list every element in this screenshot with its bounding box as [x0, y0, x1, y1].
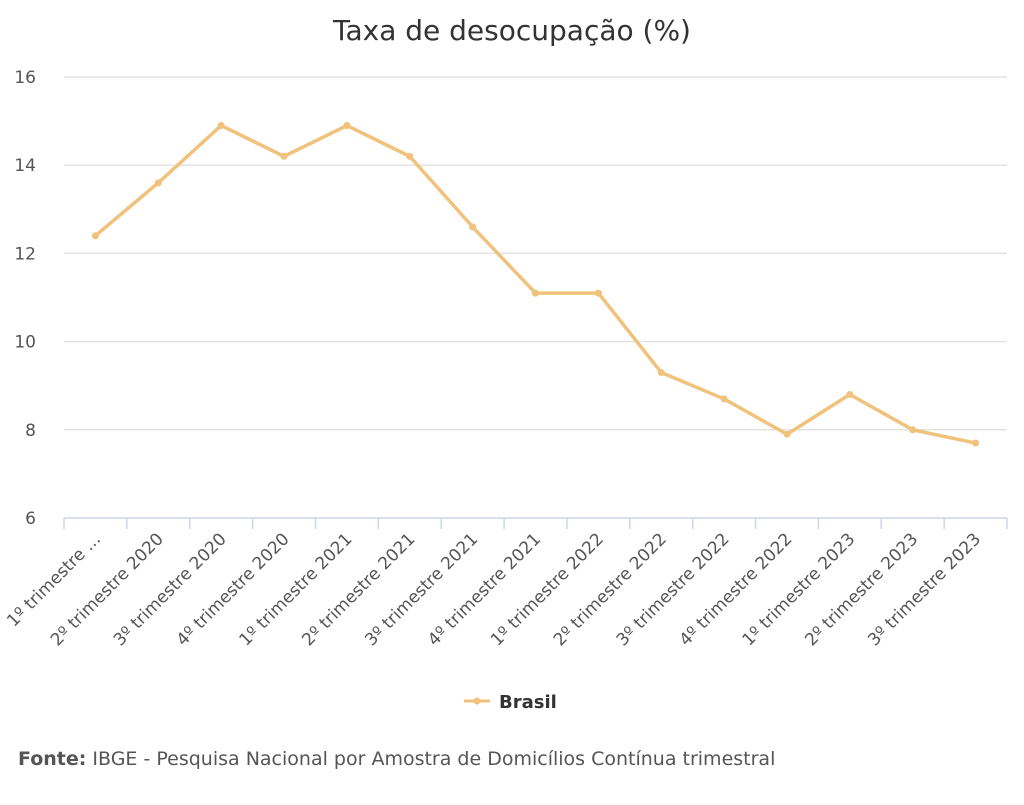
x-tick-label: 3º trimestre 2020 [110, 529, 231, 650]
x-tick-label: 3º trimestre 2021 [361, 529, 482, 650]
data-point[interactable] [594, 289, 602, 297]
source-text: IBGE - Pesquisa Nacional por Amostra de … [86, 748, 776, 770]
x-tick-label: 1º trimestre 2023 [739, 529, 860, 650]
data-point[interactable] [720, 395, 728, 403]
source-note: Fonte: IBGE - Pesquisa Nacional por Amos… [18, 748, 775, 770]
data-point[interactable] [469, 223, 477, 231]
x-tick-label: 4º trimestre 2021 [424, 529, 545, 650]
line-chart: Taxa de desocupação (%) 6 8 10 12 14 16 1º tr… [3, 14, 1008, 713]
x-tick-label: 3º trimestre 2023 [864, 529, 985, 650]
data-point[interactable] [343, 122, 351, 130]
data-point[interactable] [532, 289, 539, 297]
data-point[interactable] [846, 391, 854, 399]
x-tick-label: 4º trimestre 2022 [676, 529, 797, 650]
y-tick-label: 10 [14, 333, 36, 353]
y-tick-label: 14 [14, 156, 36, 176]
data-point[interactable] [972, 439, 980, 447]
y-tick-label: 8 [25, 421, 36, 441]
x-tick-label: 2º trimestre 2021 [298, 529, 419, 650]
data-point[interactable] [783, 430, 791, 438]
y-tick-label: 6 [25, 509, 36, 529]
y-tick-label: 16 [14, 68, 36, 88]
legend-item-brasil[interactable]: Brasil [499, 692, 557, 713]
series-line [93, 123, 978, 445]
data-point[interactable] [217, 122, 225, 130]
legend-marker-symbol [473, 697, 481, 705]
data-point[interactable] [154, 179, 162, 187]
data-point[interactable] [280, 152, 288, 160]
x-tick-label: 3º trimestre 2022 [613, 529, 734, 650]
x-tick-label: 2º trimestre 2023 [801, 529, 922, 650]
x-tick-label: 2º trimestre 2020 [47, 529, 168, 650]
x-tick-label: 4º trimestre 2020 [173, 529, 294, 650]
data-point[interactable] [406, 152, 414, 160]
y-tick-label: 12 [14, 244, 36, 264]
data-point[interactable] [657, 368, 665, 376]
source-label: Fonte: [18, 748, 87, 770]
chart-title: Taxa de desocupação (%) [332, 14, 691, 47]
x-tick-label: 2º trimestre 2022 [550, 529, 671, 650]
data-point[interactable] [91, 232, 99, 240]
data-point[interactable] [909, 426, 917, 434]
x-tick-label: 1º trimestre 2021 [236, 529, 357, 650]
x-tick-label: 1º trimestre 2022 [487, 529, 608, 650]
